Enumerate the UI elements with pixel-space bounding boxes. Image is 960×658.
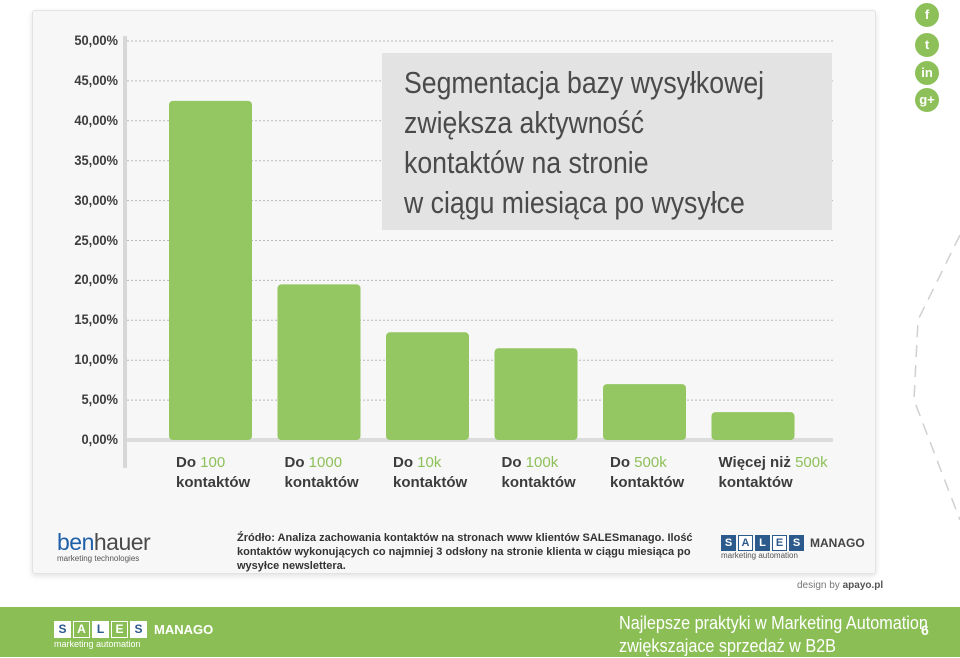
- x-tick-label: Do 10k kontaktów: [393, 454, 468, 491]
- y-tick-label: 45,00%: [74, 71, 118, 88]
- footer-line1: Najlepsze praktyki w Marketing Automatio…: [619, 613, 928, 633]
- source-note: Źródło: Analiza zachowania kontaktów na …: [237, 532, 693, 572]
- y-tick-label: 0,00%: [81, 431, 118, 447]
- y-tick-label: 40,00%: [74, 111, 118, 128]
- logo-letter: E: [111, 621, 128, 638]
- footer-line2: zwiększajace sprzedaż w B2B: [619, 636, 836, 656]
- footer-bar: [0, 607, 960, 657]
- y-tick-label: 20,00%: [74, 271, 118, 288]
- y-tick-label: 35,00%: [74, 151, 118, 168]
- y-tick-label: 50,00%: [74, 32, 118, 48]
- logo-letter: L: [755, 535, 770, 551]
- benhauer-logo: benhauer marketing technologies: [57, 529, 151, 564]
- x-tick-label: Więcej niż 500k kontaktów: [718, 454, 828, 491]
- benhauer-subtitle: marketing technologies: [57, 554, 140, 563]
- y-tick-label: 30,00%: [74, 191, 118, 208]
- logo-letter: S: [54, 621, 71, 638]
- title-line: kontaktów na stronie: [404, 145, 649, 180]
- logo-manago: MANAGO: [154, 622, 214, 637]
- x-tick-label: Do 100k kontaktów: [501, 454, 576, 491]
- logo-letter: L: [92, 621, 109, 638]
- bar: [386, 332, 469, 440]
- y-tick-label: 15,00%: [74, 311, 118, 328]
- google-plus-icon[interactable]: g+: [915, 88, 939, 112]
- y-axis-line: [123, 36, 127, 468]
- design-credit-name: apayo.pl: [842, 580, 884, 591]
- linkedin-icon[interactable]: in: [915, 61, 939, 85]
- y-tick-label: 25,00%: [74, 231, 118, 248]
- logo-manago: MANAGO: [810, 536, 865, 550]
- logo-letter: S: [721, 535, 736, 551]
- footer-salesmanago-subtitle: marketing automation: [54, 639, 141, 649]
- chart-title-box: Segmentacja bazy wysyłkowej zwiększa akt…: [382, 53, 832, 230]
- logo-letter: A: [738, 535, 753, 551]
- facebook-icon[interactable]: f: [915, 3, 939, 27]
- logo-letter: S: [789, 535, 804, 551]
- logo-letter: S: [130, 621, 147, 638]
- title-line: w ciągu miesiąca po wysyłce: [404, 185, 745, 220]
- salesmanago-subtitle: marketing automation: [721, 551, 798, 560]
- x-axis-line: [127, 438, 833, 442]
- title-line: Segmentacja bazy wysyłkowej: [404, 65, 765, 100]
- salesmanago-logo: S A L E S MANAGO: [721, 535, 865, 551]
- logo-letter: E: [772, 535, 787, 551]
- footer-tagline: Najlepsze praktyki w Marketing Automatio…: [619, 612, 928, 658]
- bar: [277, 284, 361, 440]
- design-credit-prefix: design by: [797, 580, 843, 591]
- bar: [711, 412, 795, 440]
- title-line: zwiększa aktywność: [404, 105, 645, 140]
- footer-salesmanago-logo: S A L E S MANAGO: [54, 621, 213, 638]
- twitter-icon[interactable]: t: [915, 33, 939, 57]
- benhauer-logo-part1: ben: [57, 529, 94, 555]
- page-number: 6: [921, 622, 929, 638]
- design-credit: design by apayo.pl: [797, 580, 883, 591]
- x-tick-label: Do 100 kontaktów: [176, 454, 251, 491]
- x-tick-label: Do 1000 kontaktów: [284, 454, 359, 491]
- x-tick-label: Do 500k kontaktów: [610, 454, 685, 491]
- y-tick-label: 10,00%: [74, 351, 118, 368]
- bar: [603, 384, 686, 440]
- decorative-dashed-line: [913, 234, 960, 521]
- y-tick-label: 5,00%: [81, 391, 118, 408]
- bar: [494, 348, 578, 440]
- logo-letter: A: [73, 621, 90, 638]
- bar: [169, 100, 252, 440]
- benhauer-logo-part2: hauer: [93, 529, 151, 555]
